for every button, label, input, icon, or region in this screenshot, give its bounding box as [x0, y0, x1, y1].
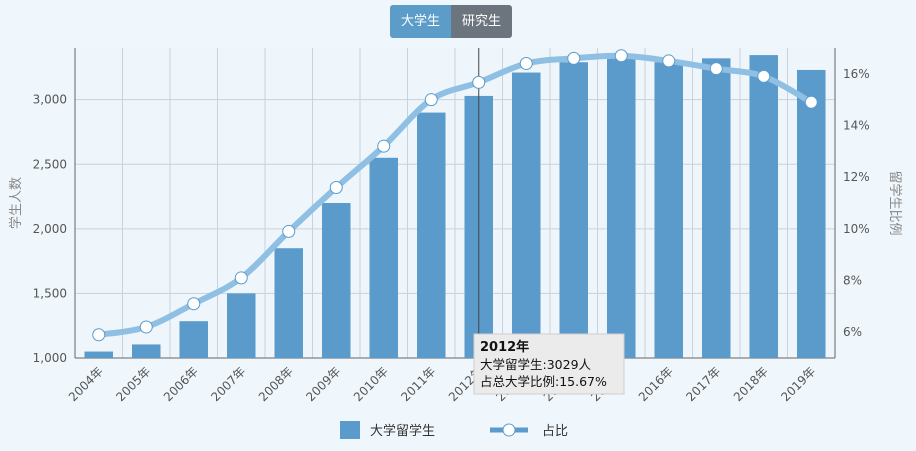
x-tick-label: 2017年: [683, 364, 723, 404]
x-tick-label: 2018年: [731, 364, 771, 404]
x-tick-label: 2007年: [208, 364, 248, 404]
tooltip-line-count: 大学留学生:3029人: [480, 357, 592, 372]
y2-tick-label: 10%: [843, 222, 870, 236]
tooltip-line-ratio: 占总大学比例:15.67%: [480, 374, 607, 389]
ratio-line: [95, 52, 815, 338]
y2-tick-label: 12%: [843, 170, 870, 184]
dataset-toggle: 大学生 研究生: [390, 5, 513, 38]
tab-grad[interactable]: 研究生: [451, 5, 513, 38]
tab-undergrad[interactable]: 大学生: [390, 5, 452, 38]
ratio-point: [377, 139, 391, 153]
bar: [702, 58, 731, 358]
x-tick-label: 2011年: [398, 364, 438, 404]
legend-bar-swatch: [340, 421, 360, 439]
ratio-point: [662, 54, 676, 68]
bar: [369, 157, 398, 358]
y2-axis-title: 留学生比例: [887, 170, 903, 235]
x-tick-label: 2004年: [66, 364, 106, 404]
x-tick-label: 2009年: [303, 364, 343, 404]
y-tick-label: 1,500: [33, 286, 67, 300]
y2-tick-label: 14%: [843, 119, 870, 133]
x-tick-label: 2008年: [256, 364, 296, 404]
tooltip-box: [473, 333, 625, 395]
y-tick-label: 2,500: [33, 157, 67, 171]
ratio-point: [614, 49, 628, 63]
ratio-point: [234, 271, 248, 285]
ratio-point: [757, 69, 771, 83]
x-tick-label: 2006年: [161, 364, 201, 404]
ratio-point: [92, 328, 106, 342]
bar: [227, 293, 256, 358]
bar: [559, 62, 588, 358]
x-tick-label: 2016年: [636, 364, 676, 404]
bar: [607, 57, 636, 359]
bar: [417, 112, 446, 358]
ratio-point: [424, 93, 438, 107]
bar: [797, 69, 826, 358]
tooltip-title: 2012年: [480, 339, 529, 355]
ratio-point: [804, 95, 818, 109]
y-tick-label: 2,000: [33, 222, 67, 236]
x-tick-label: 2010年: [351, 364, 391, 404]
y-tick-label: 1,000: [33, 351, 67, 365]
ratio-point: [519, 57, 533, 70]
bar: [749, 55, 778, 359]
bar: [132, 344, 161, 358]
legend-bar-label: 大学留学生: [370, 423, 435, 439]
y2-tick-label: 6%: [843, 325, 862, 339]
y-axis-title: 学生人数: [8, 177, 24, 229]
bar: [654, 62, 683, 358]
legend-line-marker: [502, 423, 516, 437]
ratio-point: [187, 297, 201, 311]
x-tick-label: 2005年: [113, 364, 153, 404]
bar: [179, 321, 208, 358]
bar: [274, 248, 303, 358]
legend-line-label: 占比: [542, 424, 568, 439]
ratio-point: [709, 62, 723, 76]
y2-tick-label: 16%: [843, 67, 870, 81]
ratio-point: [139, 320, 153, 334]
y2-tick-label: 8%: [843, 274, 862, 288]
ratio-point: [282, 224, 296, 238]
y-tick-label: 3,000: [33, 93, 67, 107]
x-tick-label: 2019年: [778, 364, 818, 404]
bar: [322, 203, 351, 358]
ratio-point: [567, 51, 581, 65]
ratio-point: [329, 181, 343, 194]
bar: [84, 351, 113, 358]
ratio-point: [472, 75, 486, 89]
bar: [512, 72, 541, 359]
